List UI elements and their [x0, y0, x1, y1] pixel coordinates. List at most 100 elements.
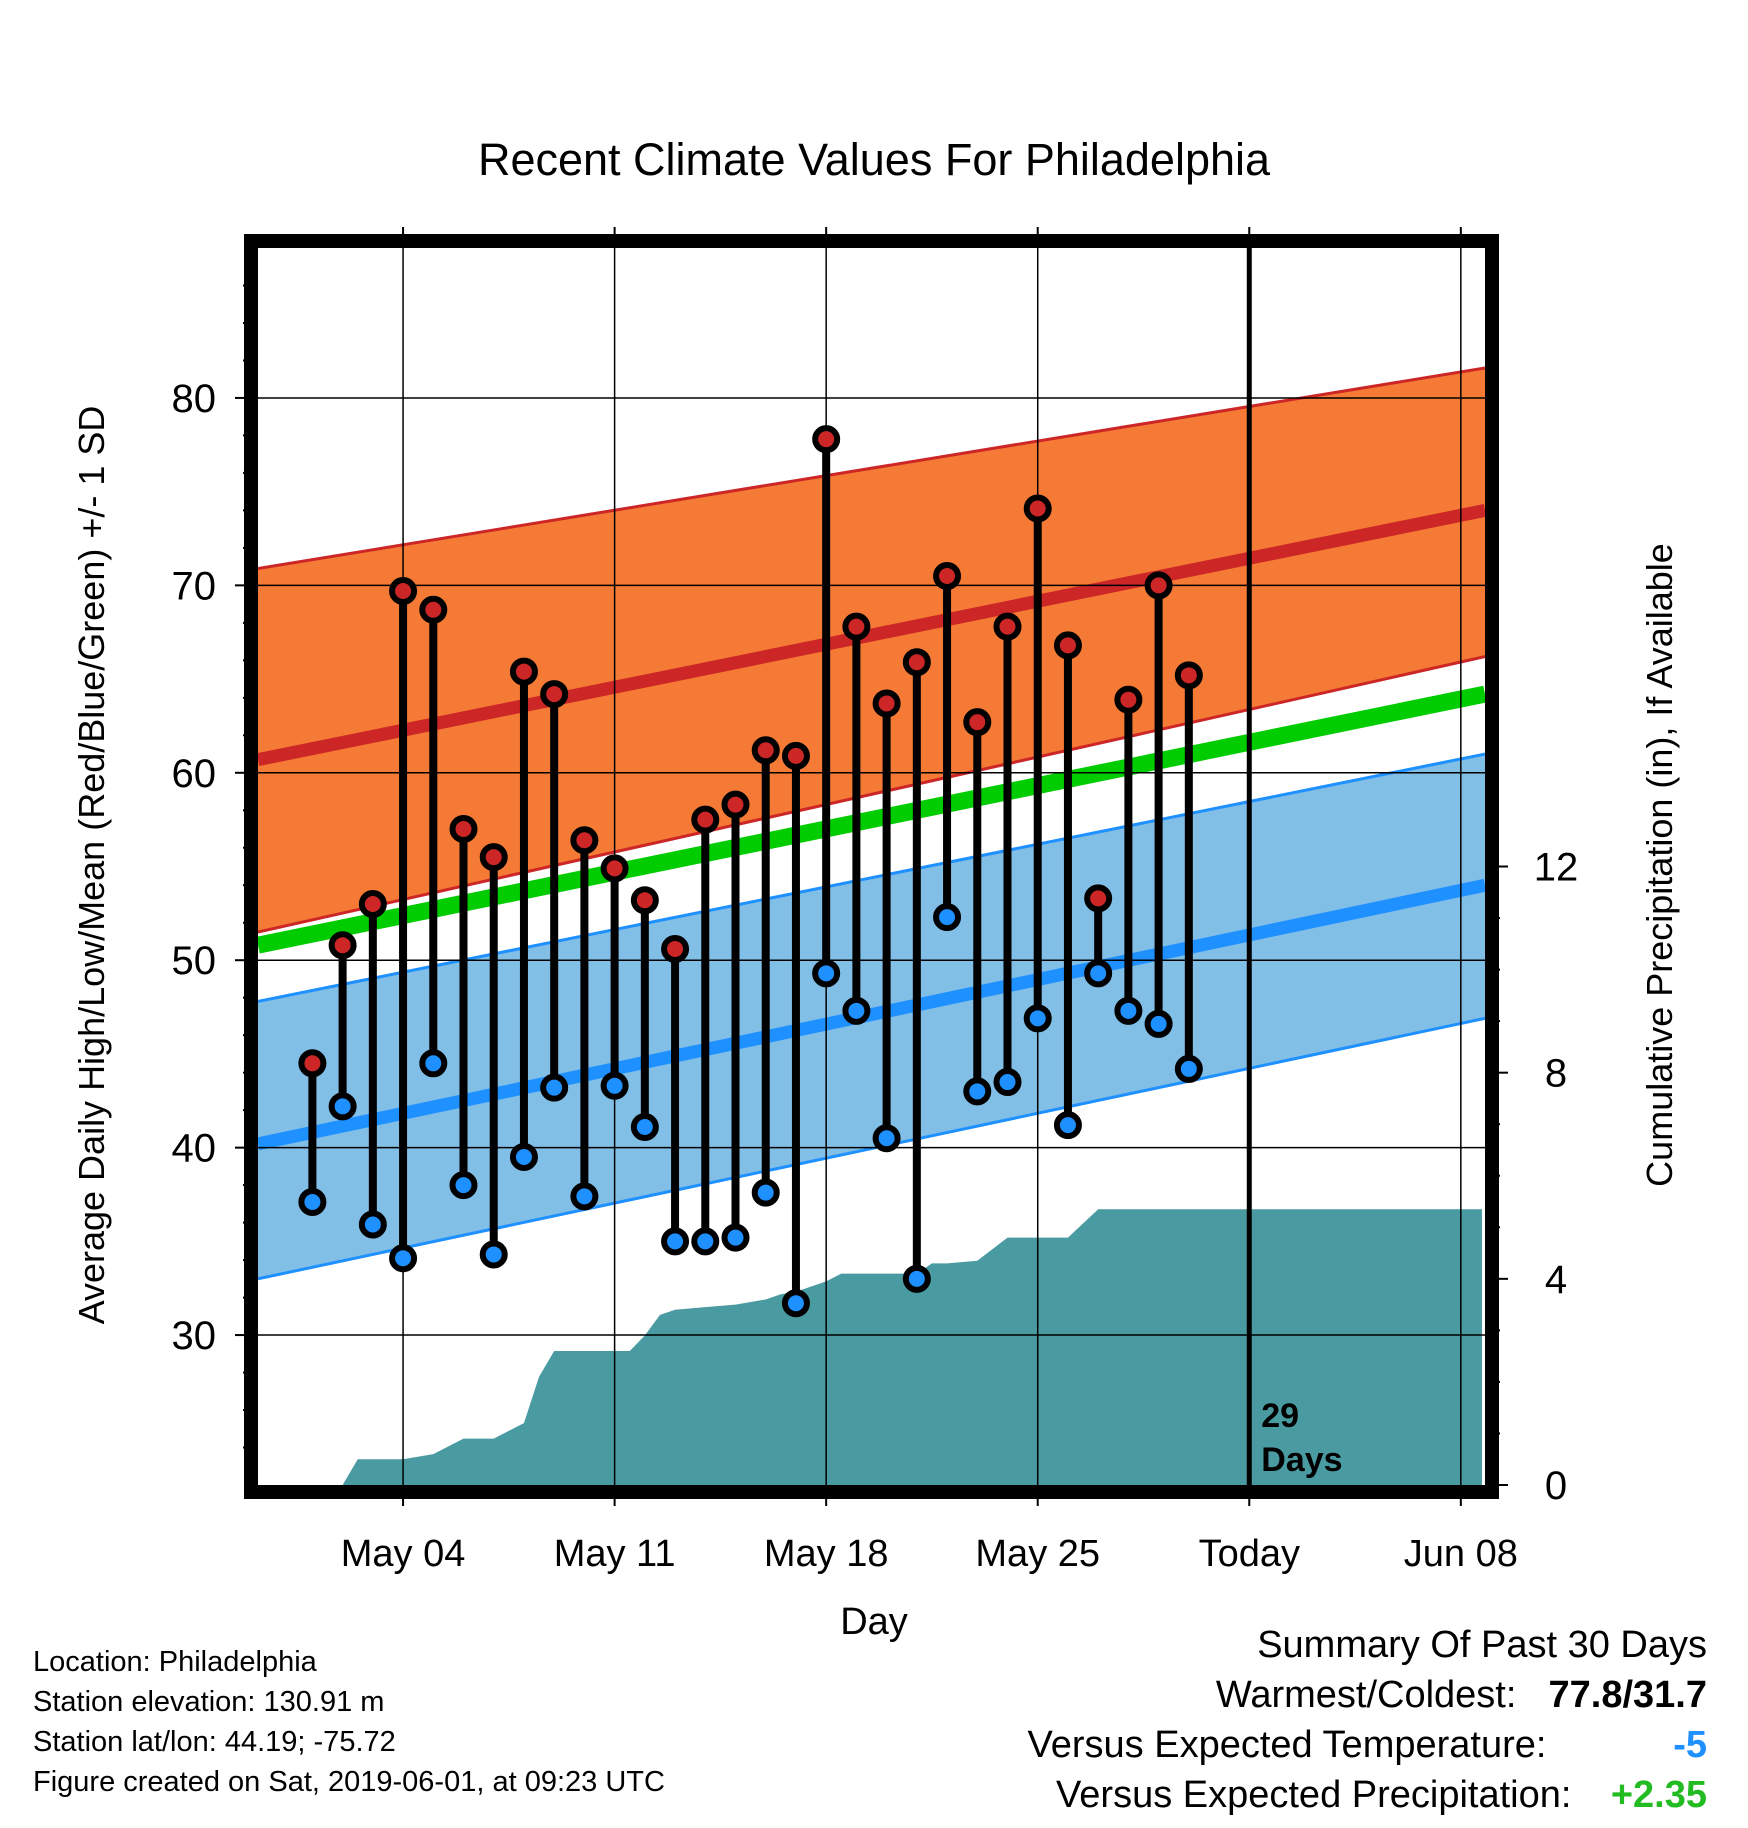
plot-inner: 29 Days: [258, 248, 1485, 1485]
low-point: [1053, 1111, 1082, 1140]
low-point: [842, 996, 871, 1025]
warm-cold-value: 77.8/31.7: [1548, 1674, 1707, 1716]
high-point: [509, 657, 538, 686]
summary-panel: Summary Of Past 30 Days Warmest/Coldest:…: [1028, 1620, 1707, 1820]
high-point: [298, 1049, 327, 1078]
low-point: [570, 1182, 599, 1211]
precip-value: +2.35: [1610, 1774, 1707, 1816]
y2-tick-label: 12: [1534, 846, 1579, 890]
precipitation-area: [312, 1209, 1482, 1485]
x-tick-label: May 18: [764, 1533, 889, 1575]
low-point: [751, 1178, 780, 1207]
low-point: [993, 1068, 1022, 1097]
high-point: [540, 680, 569, 709]
precip-row: Versus Expected Precipitation: +2.35: [1028, 1770, 1707, 1820]
y-tick-label: 70: [172, 564, 217, 608]
low-point: [328, 1092, 357, 1121]
x-tick-label: Jun 08: [1404, 1533, 1518, 1575]
low-point: [1114, 996, 1143, 1025]
precip-label: Versus Expected Precipitation:: [1056, 1774, 1572, 1816]
high-point: [1053, 631, 1082, 660]
high-point: [691, 805, 720, 834]
low-point: [630, 1113, 659, 1142]
low-point: [963, 1077, 992, 1106]
high-normal-band: [258, 367, 1485, 933]
station-info: Location: Philadelphia Station elevation…: [33, 1642, 665, 1802]
elevation-text: Station elevation: 130.91 m: [33, 1686, 385, 1718]
today-annotation-line: Days: [1261, 1441, 1342, 1479]
low-point: [600, 1071, 629, 1100]
low-lower-line: [258, 1016, 1485, 1281]
low-point: [419, 1049, 448, 1078]
y-tick-label: 50: [172, 939, 217, 983]
high-point: [902, 648, 931, 677]
low-point: [449, 1171, 478, 1200]
temp-row: Versus Expected Temperature: -5: [1028, 1720, 1707, 1770]
y2-axis-label: Cumulative Precipitation (in), If Availa…: [1639, 543, 1680, 1187]
low-point: [358, 1210, 387, 1239]
low-point: [691, 1227, 720, 1256]
x-axis-label: Day: [840, 1601, 908, 1643]
high-point: [600, 854, 629, 883]
warm-cold-label: Warmest/Coldest:: [1215, 1674, 1517, 1716]
x-tick-label: May 25: [975, 1533, 1100, 1575]
temp-value: -5: [1673, 1724, 1707, 1766]
low-point: [812, 959, 841, 988]
high-point: [812, 425, 841, 454]
high-point: [389, 576, 418, 605]
y2-tick-label: 8: [1545, 1052, 1567, 1096]
x-tick-label: May 11: [554, 1533, 676, 1575]
high-point: [570, 826, 599, 855]
y-tick-label: 40: [172, 1127, 217, 1171]
low-point: [1174, 1054, 1203, 1083]
high-point: [872, 689, 901, 718]
high-point: [419, 595, 448, 624]
plot-area: 29 Days May 04 May 11 May 18 May 25 Today Jun 0…: [172, 227, 1579, 1575]
high-normal-line: [258, 504, 1485, 767]
high-point: [328, 931, 357, 960]
low-point: [509, 1143, 538, 1172]
y2-tick-label: 4: [1545, 1258, 1567, 1302]
high-upper-line: [258, 366, 1485, 570]
y-tick-label: 30: [172, 1314, 217, 1358]
y-axis-label: Average Daily High/Low/Mean (Red/Blue/Gr…: [71, 406, 112, 1325]
low-point: [298, 1187, 327, 1216]
high-point: [630, 886, 659, 915]
today-annotation: 29 Days: [1261, 1397, 1342, 1479]
low-point: [1084, 959, 1113, 988]
high-point: [1023, 494, 1052, 523]
high-point: [842, 612, 871, 641]
high-point: [963, 708, 992, 737]
high-point: [661, 934, 690, 963]
low-point: [1023, 1004, 1052, 1033]
high-point: [781, 741, 810, 770]
low-point: [933, 903, 962, 932]
low-point: [1144, 1009, 1173, 1038]
created-text: Figure created on Sat, 2019-06-01, at 09…: [33, 1766, 665, 1798]
y-tick-label: 80: [172, 377, 217, 421]
x-tick-label: May 04: [341, 1533, 466, 1575]
warm-cold-row: Warmest/Coldest: 77.8/31.7: [1028, 1670, 1707, 1720]
low-point: [781, 1289, 810, 1318]
low-point: [540, 1073, 569, 1102]
latlon-text: Station lat/lon: 44.19; -75.72: [33, 1726, 396, 1758]
high-point: [933, 561, 962, 590]
chart-title: Recent Climate Values For Philadelphia: [478, 134, 1271, 185]
low-point: [661, 1227, 690, 1256]
low-point: [902, 1264, 931, 1293]
x-tick-label: Today: [1199, 1533, 1300, 1575]
high-point: [1174, 661, 1203, 690]
low-point: [389, 1244, 418, 1273]
high-point: [721, 790, 750, 819]
location-text: Location: Philadelphia: [33, 1646, 317, 1678]
today-annotation-line: 29: [1261, 1397, 1299, 1435]
high-point: [479, 843, 508, 872]
low-point: [479, 1240, 508, 1269]
high-point: [1114, 685, 1143, 714]
high-point: [358, 889, 387, 918]
high-point: [1084, 884, 1113, 913]
high-point: [993, 612, 1022, 641]
y-tick-label: 60: [172, 752, 217, 796]
temp-label: Versus Expected Temperature:: [1027, 1724, 1547, 1766]
low-point: [872, 1124, 901, 1153]
